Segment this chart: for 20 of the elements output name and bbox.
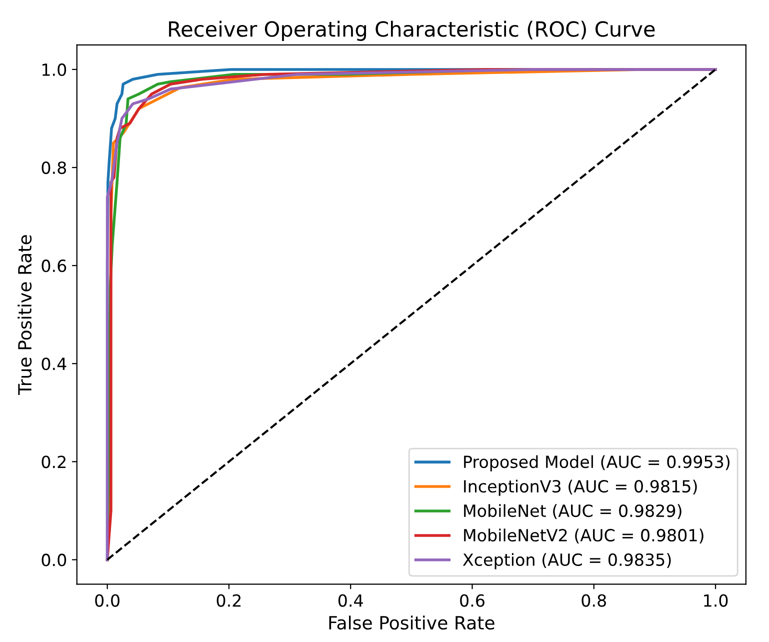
- y-tick-label: 0.2: [42, 456, 66, 468]
- legend-label: MobileNet (AUC = 0.9829): [464, 504, 682, 520]
- legend-label: Xception (AUC = 0.9835): [462, 553, 671, 570]
- y-tick-label: 1.0: [42, 63, 66, 76]
- x-tick-label: 0.8: [582, 594, 606, 607]
- x-tick-label: 0.4: [338, 594, 363, 607]
- chart-title: Receiver Operating Characteristic (ROC) Curve: [169, 20, 655, 41]
- y-tick-label: 0.4: [42, 358, 66, 370]
- y-tick-label: 0.6: [42, 260, 66, 272]
- y-tick-label: 0.0: [42, 554, 66, 566]
- y-axis-title: True Positive Rate: [18, 235, 32, 396]
- x-tick-label: 0.2: [216, 594, 241, 607]
- x-tick-label: 1.0: [704, 594, 728, 607]
- x-tick-label: 0.0: [95, 594, 120, 607]
- x-tick-label: 0.6: [460, 594, 484, 607]
- legend-label: Proposed Model (AUC = 0.9953): [464, 455, 730, 472]
- y-tick-label: 0.8: [42, 161, 66, 174]
- x-axis-title: False Positive Rate: [329, 616, 494, 630]
- legend-label: InceptionV3 (AUC = 0.9815): [464, 480, 697, 496]
- legend-label: MobileNetV2 (AUC = 0.9801): [464, 528, 704, 544]
